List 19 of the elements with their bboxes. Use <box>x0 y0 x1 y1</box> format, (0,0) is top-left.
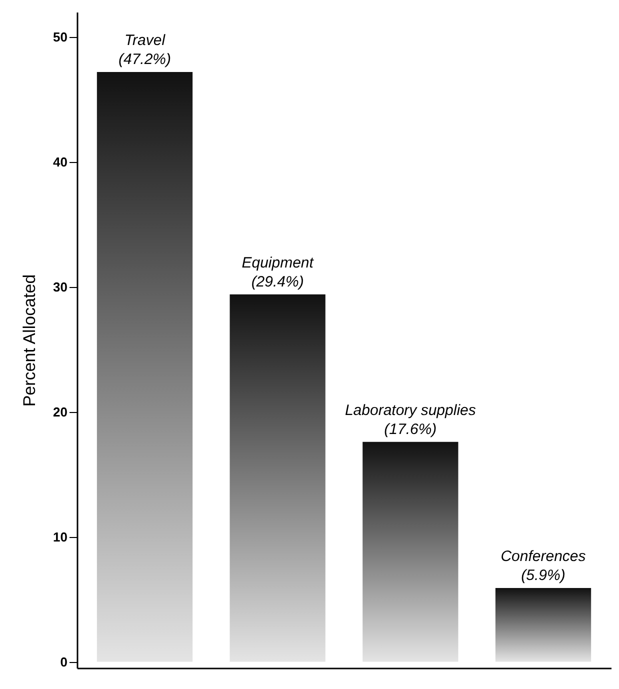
x-tick-label: Travel <box>124 32 166 49</box>
data-label: (29.4%) <box>251 273 304 290</box>
bar <box>230 294 326 662</box>
bar <box>362 442 458 662</box>
y-tick-label: 10 <box>53 529 68 544</box>
y-tick-label: 50 <box>53 29 68 44</box>
data-label: (47.2%) <box>118 50 172 68</box>
x-tick-label: Laboratory supplies <box>344 402 476 419</box>
y-tick-label: 40 <box>53 154 68 170</box>
bar <box>495 588 592 662</box>
data-label: (5.9%) <box>521 567 566 584</box>
y-tick-label: 20 <box>53 404 68 420</box>
y-tick-label: 0 <box>60 654 68 670</box>
data-label: (17.6%) <box>384 420 437 438</box>
y-axis-title: Percent Allocated <box>20 274 40 407</box>
x-tick-label: Equipment <box>242 254 314 272</box>
y-tick-label: 30 <box>53 279 68 294</box>
x-tick-label: Conferences <box>500 548 586 566</box>
bar <box>96 72 193 662</box>
